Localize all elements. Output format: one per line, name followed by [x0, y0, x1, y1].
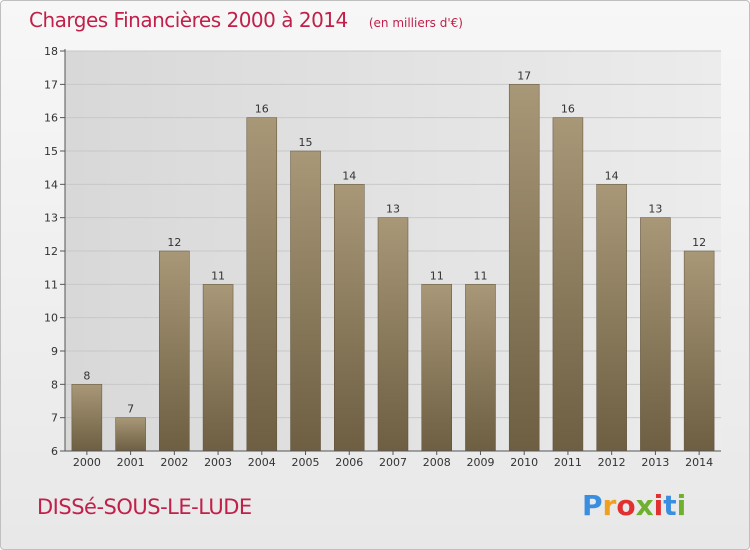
data-label: 11	[211, 269, 225, 282]
bar	[683, 250, 715, 452]
x-tick-label: 2004	[248, 456, 276, 469]
data-label: 12	[167, 236, 181, 249]
chart-title: Charges Financières 2000 à 2014 (en mill…	[29, 8, 463, 32]
commune-name: DISSé-SOUS-LE-LUDE	[37, 495, 252, 519]
x-tick-label: 2002	[160, 456, 188, 469]
y-tick-label: 11	[44, 278, 58, 291]
x-tick-label: 2008	[423, 456, 451, 469]
data-label: 12	[692, 236, 706, 249]
x-tick-label: 2006	[335, 456, 363, 469]
bar	[290, 150, 321, 452]
x-tick-label: 2009	[466, 456, 494, 469]
x-tick-label: 2012	[598, 456, 626, 469]
bar	[552, 117, 584, 452]
x-tick-label: 2010	[510, 456, 538, 469]
y-tick-label: 16	[44, 112, 58, 125]
x-tick-label: 2001	[117, 456, 145, 469]
logo-letter: r	[602, 489, 617, 522]
bar	[159, 250, 190, 452]
bar	[640, 217, 671, 452]
y-tick-label: 13	[44, 212, 58, 225]
data-label: 17	[517, 69, 531, 82]
x-tick-label: 2011	[554, 456, 582, 469]
logo-letter: o	[616, 489, 636, 522]
data-label: 14	[605, 169, 619, 182]
data-label: 11	[430, 269, 444, 282]
y-tick-label: 12	[44, 245, 58, 258]
data-label: 8	[83, 369, 90, 382]
data-label: 13	[386, 203, 400, 216]
bar	[508, 84, 540, 452]
y-tick-label: 15	[44, 145, 58, 158]
data-label: 11	[473, 269, 487, 282]
y-tick-label: 9	[51, 345, 58, 358]
logo-letter: i	[676, 489, 687, 522]
y-tick-label: 7	[51, 412, 58, 425]
y-tick-label: 6	[51, 445, 58, 458]
y-tick-label: 14	[44, 178, 58, 191]
y-tick-label: 8	[51, 378, 58, 391]
x-tick-label: 2014	[685, 456, 713, 469]
data-label: 15	[299, 136, 313, 149]
bar	[246, 117, 278, 452]
logo-letter: t	[663, 489, 677, 522]
data-label: 16	[255, 103, 269, 116]
proxiti-logo: Proxiti	[582, 489, 686, 522]
logo-letter: x	[635, 489, 654, 522]
bar	[115, 417, 146, 452]
bar	[465, 284, 496, 452]
x-tick-label: 2007	[379, 456, 407, 469]
bar	[71, 384, 103, 452]
data-label: 7	[127, 403, 134, 416]
logo-letter: P	[582, 489, 603, 522]
y-tick-label: 17	[44, 78, 58, 91]
bar	[377, 217, 409, 452]
data-label: 16	[561, 103, 575, 116]
x-tick-label: 2005	[292, 456, 320, 469]
bar	[334, 184, 365, 452]
data-label: 14	[342, 169, 356, 182]
data-label: 13	[648, 203, 662, 216]
title-unit: (en milliers d'€)	[368, 16, 463, 30]
bar	[421, 284, 452, 452]
y-tick-label: 18	[44, 45, 58, 58]
x-tick-label: 2000	[73, 456, 101, 469]
bar	[596, 184, 627, 452]
title-main: Charges Financières 2000 à 2014	[29, 8, 348, 32]
logo-letter: i	[653, 489, 664, 522]
bar	[202, 284, 234, 452]
x-tick-label: 2013	[641, 456, 669, 469]
y-tick-label: 10	[44, 312, 58, 325]
x-tick-label: 2003	[204, 456, 232, 469]
